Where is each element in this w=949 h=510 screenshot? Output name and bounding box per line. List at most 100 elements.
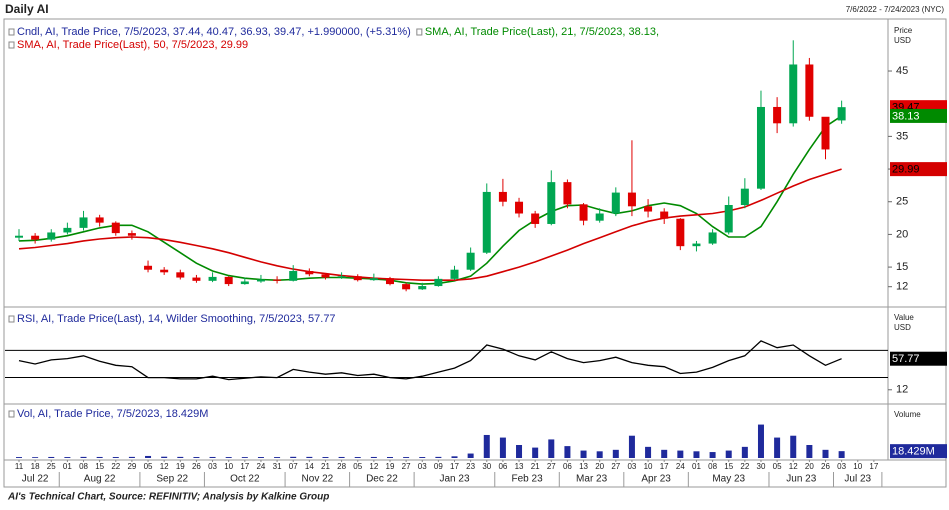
candle-body <box>579 204 588 221</box>
candle-body <box>498 191 507 202</box>
x-group-label: May 23 <box>712 474 745 485</box>
y-tick-label: 45 <box>896 65 908 77</box>
x-axis-frame <box>3 459 947 488</box>
volume-bar <box>274 457 281 458</box>
volume-bar <box>774 437 781 458</box>
legend-icon <box>8 315 15 323</box>
candle-body <box>563 182 572 205</box>
x-tick-label: 05 <box>773 462 782 471</box>
last-value-box <box>890 351 947 366</box>
x-group-label: Sep 22 <box>156 474 188 485</box>
axis-title: Volume <box>894 410 921 419</box>
candle-body <box>789 64 798 124</box>
x-tick-label: 27 <box>402 462 411 471</box>
volume-bar <box>128 456 135 458</box>
sma-line <box>18 168 842 281</box>
volume-bar <box>483 434 490 458</box>
x-tick-label: 08 <box>79 462 88 471</box>
y-tick-label: 20 <box>896 228 908 240</box>
x-group-label: Apr 23 <box>641 474 671 485</box>
last-value-label: 29.99 <box>892 164 920 176</box>
candle-body <box>273 279 282 281</box>
x-group-label: Dec 22 <box>366 474 398 485</box>
candle-body <box>805 64 814 117</box>
x-tick-label: 03 <box>837 462 846 471</box>
volume-bar <box>645 446 652 458</box>
y-tick-label: 12 <box>896 281 908 293</box>
candle-body <box>402 284 411 290</box>
candle-body <box>95 217 104 223</box>
candle-body <box>821 116 830 150</box>
x-tick-label: 08 <box>708 462 717 471</box>
volume-bar <box>548 439 555 458</box>
rsi-line <box>18 340 842 381</box>
x-tick-label: 21 <box>321 462 330 471</box>
volume-bar <box>838 451 845 458</box>
volume-bar <box>306 456 313 458</box>
volume-bar <box>257 457 264 458</box>
x-tick-label: 26 <box>821 462 830 471</box>
x-group-label: Aug 22 <box>84 474 116 485</box>
volume-bar <box>467 453 474 458</box>
candle-body <box>353 276 362 281</box>
x-tick-label: 05 <box>353 462 362 471</box>
x-tick-label: 30 <box>482 462 491 471</box>
volume-bar <box>112 457 119 458</box>
x-tick-label: 31 <box>273 462 282 471</box>
caption: AI's Technical Chart, Source: REFINITIV;… <box>7 492 329 503</box>
volume-bar <box>790 435 797 458</box>
x-tick-label: 10 <box>853 462 862 471</box>
volume-bar <box>612 449 619 458</box>
sma-line <box>18 115 843 285</box>
volume-bar <box>403 457 410 458</box>
x-tick-label: 19 <box>386 462 395 471</box>
candle-body <box>47 232 56 240</box>
legend-icon <box>8 41 15 49</box>
x-tick-label: 24 <box>676 462 685 471</box>
volume-bar <box>16 457 22 458</box>
candle-body <box>482 191 491 253</box>
candle-body <box>644 206 653 212</box>
x-tick-label: 19 <box>176 462 185 471</box>
legend-entry: Cndl, AI, Trade Price, 7/5/2023, 37.44, … <box>17 26 411 38</box>
volume-bar <box>451 456 458 458</box>
x-group-label: Feb 23 <box>512 474 544 485</box>
candle-body <box>773 106 782 124</box>
volume-bar <box>822 449 829 458</box>
x-tick-label: 28 <box>337 462 346 471</box>
x-tick-label: 01 <box>692 462 701 471</box>
volume-bar <box>596 451 603 458</box>
y-tick-label: 25 <box>896 196 908 208</box>
x-tick-label: 09 <box>434 462 443 471</box>
candle-body <box>547 182 556 224</box>
volume-bar <box>580 450 587 458</box>
x-tick-label: 21 <box>531 462 540 471</box>
candle-body <box>305 271 314 275</box>
volume-bar <box>161 456 168 458</box>
x-tick-label: 20 <box>595 462 604 471</box>
chart-frame <box>3 18 947 461</box>
volume-bar <box>209 456 216 458</box>
last-value-box <box>890 108 947 123</box>
candle-body <box>740 188 749 206</box>
last-value-box <box>890 162 947 177</box>
volume-bar <box>338 456 345 458</box>
candle-body <box>127 233 136 236</box>
volume-bar <box>499 437 506 458</box>
volume-bar <box>419 457 426 458</box>
candle-body <box>224 276 233 285</box>
x-tick-label: 10 <box>224 462 233 471</box>
volume-bar <box>386 456 393 458</box>
date-range: 7/6/2022 - 7/24/2023 (NYC) <box>846 5 945 14</box>
candle-body <box>434 278 443 287</box>
x-tick-label: 12 <box>369 462 378 471</box>
x-tick-label: 10 <box>644 462 653 471</box>
candle-body <box>627 192 636 207</box>
candle-body <box>756 106 765 189</box>
legend-icon <box>8 410 15 418</box>
x-tick-label: 03 <box>418 462 427 471</box>
x-tick-label: 20 <box>805 462 814 471</box>
volume-bar <box>435 456 442 458</box>
volume-bar <box>290 456 297 458</box>
